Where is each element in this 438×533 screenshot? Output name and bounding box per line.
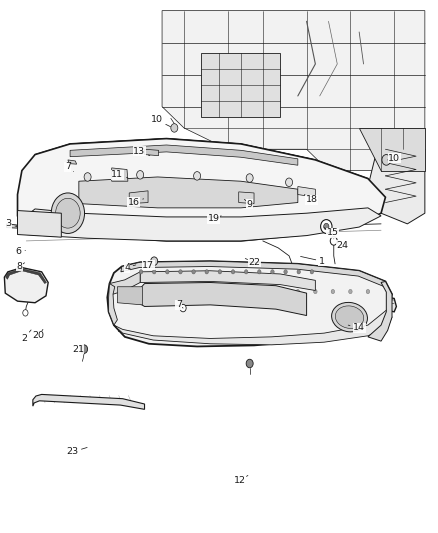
Text: 15: 15 — [324, 228, 339, 237]
Text: 9: 9 — [244, 199, 253, 208]
Polygon shape — [121, 261, 385, 287]
Circle shape — [205, 270, 208, 274]
Circle shape — [271, 270, 274, 274]
Circle shape — [180, 304, 186, 312]
Circle shape — [296, 289, 300, 294]
Polygon shape — [368, 133, 425, 224]
Polygon shape — [4, 268, 48, 303]
Text: 24: 24 — [334, 239, 349, 249]
Text: 10: 10 — [151, 116, 170, 127]
Text: 7: 7 — [65, 163, 74, 172]
Text: 10: 10 — [388, 154, 400, 163]
Polygon shape — [33, 394, 145, 409]
Circle shape — [349, 289, 352, 294]
Circle shape — [244, 289, 247, 294]
Circle shape — [51, 193, 85, 233]
Circle shape — [226, 289, 230, 294]
Circle shape — [192, 270, 195, 274]
Circle shape — [151, 257, 158, 265]
Polygon shape — [68, 160, 77, 164]
Polygon shape — [18, 139, 385, 241]
Circle shape — [366, 289, 370, 294]
Circle shape — [137, 171, 144, 179]
Circle shape — [171, 124, 178, 132]
Circle shape — [56, 198, 80, 228]
Polygon shape — [129, 191, 148, 204]
Polygon shape — [79, 177, 298, 208]
Text: 12: 12 — [234, 475, 248, 485]
Text: 23: 23 — [66, 448, 87, 456]
Circle shape — [139, 270, 143, 274]
Circle shape — [81, 345, 88, 353]
Polygon shape — [114, 309, 392, 345]
Circle shape — [258, 270, 261, 274]
Text: 4: 4 — [124, 263, 136, 272]
Polygon shape — [18, 211, 61, 237]
Ellipse shape — [336, 306, 364, 328]
Text: 3: 3 — [6, 220, 17, 228]
Polygon shape — [109, 284, 117, 325]
Circle shape — [179, 270, 182, 274]
Circle shape — [324, 223, 329, 230]
Circle shape — [23, 310, 28, 316]
Text: 19: 19 — [208, 214, 221, 223]
Circle shape — [331, 289, 335, 294]
Text: 11: 11 — [111, 171, 128, 179]
Polygon shape — [359, 128, 425, 171]
Polygon shape — [6, 269, 46, 284]
Circle shape — [314, 289, 317, 294]
Polygon shape — [298, 187, 315, 197]
Circle shape — [286, 178, 293, 187]
Circle shape — [382, 155, 391, 165]
Circle shape — [284, 270, 287, 274]
Text: 6: 6 — [16, 247, 25, 256]
Polygon shape — [131, 282, 307, 316]
Polygon shape — [70, 145, 298, 165]
Ellipse shape — [332, 302, 367, 332]
Polygon shape — [70, 139, 315, 171]
Polygon shape — [7, 224, 18, 228]
Text: 17: 17 — [142, 261, 154, 270]
Circle shape — [218, 270, 222, 274]
Polygon shape — [215, 284, 396, 312]
Text: 1: 1 — [300, 256, 325, 265]
Text: 13: 13 — [133, 147, 150, 156]
Circle shape — [244, 270, 248, 274]
Text: 16: 16 — [127, 198, 144, 206]
Circle shape — [297, 270, 300, 274]
Polygon shape — [26, 208, 381, 241]
Circle shape — [321, 220, 332, 233]
Polygon shape — [110, 272, 140, 294]
Text: 20: 20 — [32, 329, 45, 340]
Text: 14: 14 — [348, 324, 365, 332]
Circle shape — [166, 270, 169, 274]
Circle shape — [279, 289, 282, 294]
Text: 7: 7 — [176, 301, 183, 309]
Circle shape — [310, 270, 314, 274]
Text: 8: 8 — [17, 262, 25, 271]
Circle shape — [231, 270, 235, 274]
Text: 22: 22 — [245, 258, 260, 266]
Circle shape — [330, 237, 337, 245]
Circle shape — [246, 359, 253, 368]
Polygon shape — [162, 11, 425, 171]
Polygon shape — [201, 53, 280, 117]
Polygon shape — [112, 168, 128, 181]
Polygon shape — [140, 271, 315, 290]
Circle shape — [261, 289, 265, 294]
Polygon shape — [117, 287, 142, 305]
Circle shape — [194, 172, 201, 180]
Polygon shape — [239, 192, 254, 204]
Polygon shape — [145, 149, 159, 156]
Polygon shape — [368, 281, 392, 341]
Circle shape — [152, 270, 156, 274]
Text: 18: 18 — [304, 195, 318, 204]
Polygon shape — [107, 261, 392, 346]
Circle shape — [84, 173, 91, 181]
Text: 2: 2 — [21, 330, 31, 343]
Text: 21: 21 — [72, 345, 84, 353]
Circle shape — [246, 174, 253, 182]
